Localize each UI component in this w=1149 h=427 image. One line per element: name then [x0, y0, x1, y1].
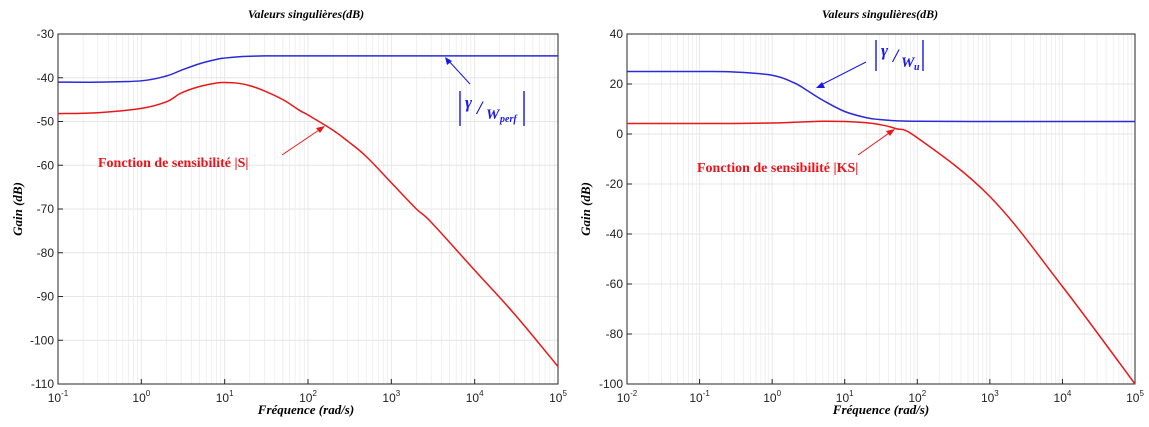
x-tick-label: 102 — [908, 389, 926, 405]
chart-right-lines — [626, 70, 1136, 385]
chart-right-grid — [626, 33, 1135, 385]
series-line-2 — [57, 81, 559, 367]
slash: / — [475, 98, 484, 119]
chart-right-title: Valeurs singulières(dB) — [822, 7, 938, 21]
chart-right-annotation-blue-subsub: u — [914, 62, 920, 73]
chart-right-annotation-blue-sub: W — [901, 55, 916, 71]
y-tick-label: -60 — [37, 158, 55, 172]
x-tick-label: 101 — [836, 389, 854, 405]
y-tick-label: -30 — [37, 27, 55, 41]
chart-left-annotation-blue-main: γ — [465, 93, 473, 112]
chart-right-arrow-red — [857, 129, 895, 156]
y-tick-label: -40 — [37, 71, 55, 85]
chart-right-axes-box — [626, 33, 1136, 385]
x-tick-label: 10-1 — [48, 389, 69, 405]
y-tick-label: -80 — [37, 246, 55, 260]
x-tick-label: 103 — [382, 389, 400, 405]
chart-left-arrow-blue — [445, 57, 471, 85]
chart-right-annotation-blue-main: γ — [881, 41, 889, 60]
chart-left-lines — [57, 55, 559, 367]
y-tick-label: -40 — [606, 227, 624, 241]
chart-left: Valeurs singulières(dB) -30-40-50-60-70-… — [10, 7, 567, 417]
chart-left-annotation-blue-subsub: perf — [499, 114, 518, 125]
chart-right-ylabel: Gain (dB) — [578, 182, 593, 236]
y-tick-label: -90 — [37, 290, 55, 304]
chart-left-annotation-blue: γ / W perf — [459, 91, 525, 126]
series-line-1 — [626, 70, 1135, 123]
chart-left-grid — [57, 33, 558, 385]
chart-right: Valeurs singulières(dB) 40 20 0 -20 -40 -60 -8… — [578, 7, 1144, 417]
chart-left-arrow-red — [281, 126, 325, 156]
y-tick-label: 20 — [610, 77, 624, 91]
y-tick-label: 40 — [610, 27, 624, 41]
chart-left-annotation-blue-sub: W — [486, 107, 501, 123]
x-tick-label: 103 — [981, 389, 999, 405]
chart-right-annotation-blue: γ / W u — [875, 40, 924, 73]
y-tick-label: -100 — [30, 333, 54, 347]
chart-left-xlabel: Fréquence (rad/s) — [257, 402, 354, 417]
x-tick-label: 104 — [466, 389, 484, 405]
x-tick-label: 105 — [1126, 389, 1144, 405]
y-tick-label: -110 — [31, 377, 54, 391]
slash: / — [891, 46, 900, 67]
x-tick-label: 100 — [132, 389, 150, 405]
x-tick-label: 100 — [763, 389, 781, 405]
chart-left-annotation-red: Fonction de sensibilité |S| — [98, 156, 248, 171]
series-line-1 — [57, 55, 558, 83]
y-tick-label: -80 — [606, 327, 624, 341]
y-tick-label: -60 — [606, 277, 624, 291]
y-tick-label: -70 — [37, 202, 55, 216]
y-tick-label: 0 — [616, 127, 623, 141]
x-tick-label: 102 — [299, 389, 317, 405]
x-tick-label: 10-1 — [689, 389, 710, 405]
x-tick-label: 10-2 — [617, 389, 638, 405]
y-tick-label: -50 — [37, 115, 55, 129]
chart-right-xlabel: Fréquence (rad/s) — [832, 402, 929, 417]
chart-left-ylabel: Gain (dB) — [10, 182, 25, 236]
x-tick-label: 105 — [549, 389, 567, 405]
chart-right-annotation-red: Fonction de sensibilité |KS| — [697, 161, 858, 176]
y-tick-label: -100 — [599, 377, 623, 391]
chart-left-title: Valeurs singulières(dB) — [248, 7, 364, 21]
chart-right-arrow-blue — [816, 61, 867, 88]
series-line-2 — [627, 120, 1136, 385]
x-tick-label: 101 — [216, 389, 234, 405]
y-tick-label: -20 — [606, 177, 624, 191]
x-tick-label: 104 — [1054, 389, 1072, 405]
